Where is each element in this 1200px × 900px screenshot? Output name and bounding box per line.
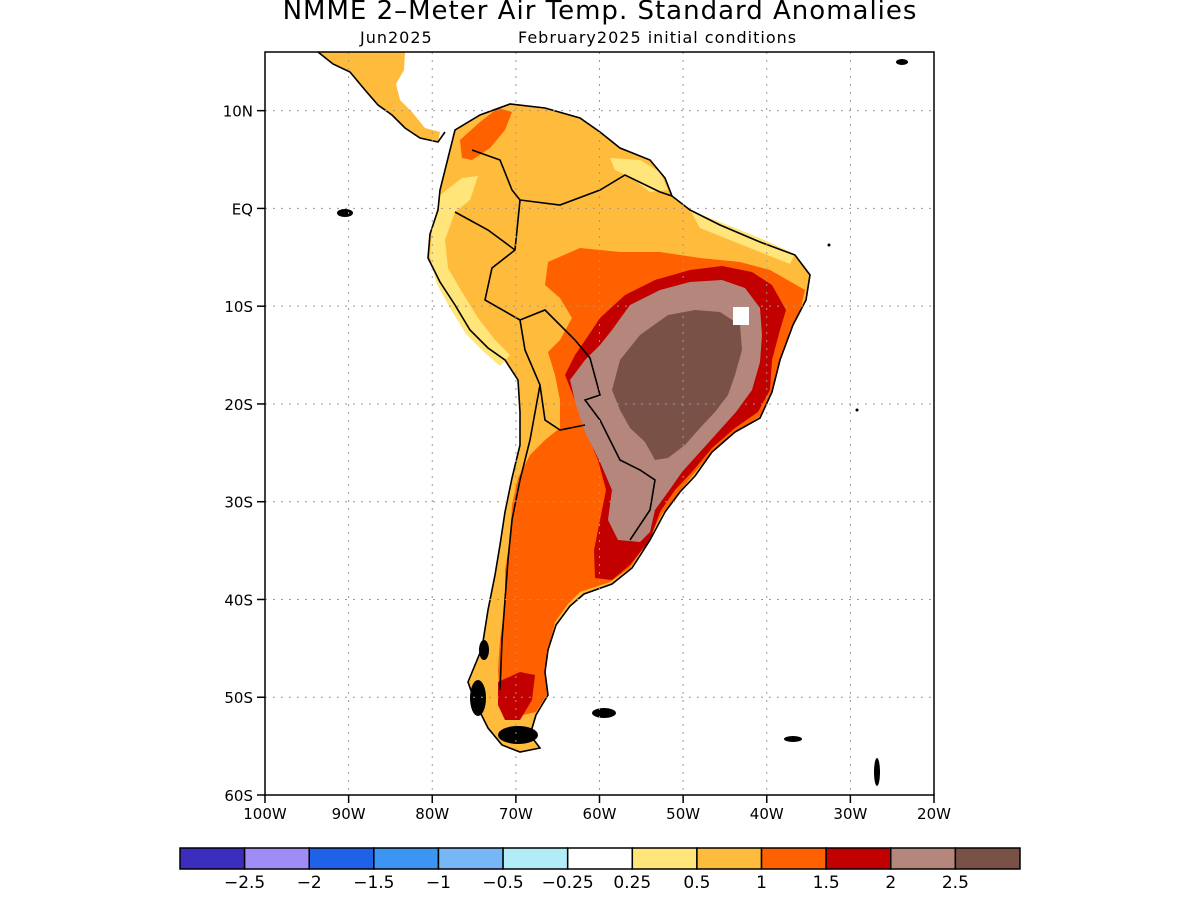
initial-conditions: February2025 initial conditions <box>518 28 798 47</box>
forecast-month: Jun2025 <box>360 28 433 47</box>
lat-tick-label: 10S <box>224 298 253 316</box>
island-falklands <box>592 708 616 718</box>
island-sandwich <box>874 758 880 786</box>
colorbar-swatch <box>631 847 698 870</box>
anomaly-region-patagonia-red <box>498 672 535 720</box>
colorbar-label: 0.25 <box>613 873 651 893</box>
colorbar-label: −2 <box>297 873 322 893</box>
colorbar: −2.5 −2 −1.5 −1 −0.5 −0.25 0.25 0.5 1 1.5 2 2.5 <box>179 847 1021 893</box>
colorbar-swatch <box>760 847 827 870</box>
colorbar-label: −1 <box>426 873 451 893</box>
anomaly-region-neutral-patch <box>733 307 749 325</box>
border-andes <box>499 319 586 691</box>
coastline-central-america <box>317 52 446 143</box>
colorbar-swatch <box>308 847 375 870</box>
colorbar-swatch <box>566 847 634 870</box>
island-trindade <box>855 408 859 412</box>
colorbar-label: −1.5 <box>353 873 394 893</box>
anomaly-region-brown-dark <box>612 310 742 460</box>
colorbar-swatch <box>502 847 569 870</box>
lon-tick-label: 90W <box>332 805 366 823</box>
anomaly-region-guiana-light <box>610 158 668 192</box>
lon-tick-label: 80W <box>415 805 449 823</box>
colorbar-label: −0.5 <box>482 873 523 893</box>
island-fernando <box>827 243 831 247</box>
colorbar-label: 0.5 <box>683 873 710 893</box>
lat-tick-label: 40S <box>224 591 253 609</box>
colorbar-label: 2 <box>885 873 896 893</box>
island-tierra-del-fuego <box>498 726 538 744</box>
island-galapagos <box>337 209 353 217</box>
longitude-axis: 100W 90W 80W 70W 60W 50W 40W 30W 20W <box>243 795 951 823</box>
lat-tick-label: 20S <box>224 396 253 414</box>
colorbar-swatch <box>243 847 310 870</box>
anomaly-region-colombia-orange <box>460 108 512 160</box>
anomaly-region-west-coast-light <box>430 176 510 366</box>
colorbar-swatch <box>437 847 504 870</box>
colorbar-swatch <box>373 847 440 870</box>
lat-tick-label: 60S <box>224 787 253 805</box>
colorbar-swatch <box>696 847 763 870</box>
island-chiloe <box>479 640 489 660</box>
lon-tick-label: 40W <box>750 805 784 823</box>
lon-tick-label: 100W <box>243 805 287 823</box>
colorbar-label: 1.5 <box>813 873 840 893</box>
colorbar-swatch <box>825 847 892 870</box>
latitude-axis: 10N EQ 10S 20S 30S 40S 50S 60S <box>223 103 265 805</box>
border-brazil <box>484 174 673 541</box>
islands <box>337 59 908 786</box>
lon-tick-label: 60W <box>583 805 617 823</box>
colorbar-label: 2.5 <box>942 873 969 893</box>
coastlines <box>317 52 811 753</box>
lon-tick-label: 70W <box>499 805 533 823</box>
lat-tick-label: 10N <box>223 103 253 121</box>
island-cape-verde <box>896 59 908 65</box>
colorbar-swatch <box>890 847 957 870</box>
colorbar-label: −0.25 <box>542 873 594 893</box>
colorbar-label: −2.5 <box>224 873 265 893</box>
lon-tick-label: 20W <box>917 805 951 823</box>
coastline-continent <box>427 103 811 753</box>
anomaly-field <box>318 52 810 752</box>
lon-tick-label: 30W <box>833 805 867 823</box>
colorbar-label: 1 <box>756 873 767 893</box>
colorbar-swatch <box>179 847 246 870</box>
lat-tick-label: 50S <box>224 689 253 707</box>
island-south-georgia <box>784 736 802 742</box>
lat-tick-label: EQ <box>232 200 253 218</box>
lon-tick-label: 50W <box>666 805 700 823</box>
anomaly-region-central-america <box>318 52 440 142</box>
page-title: NMME 2–Meter Air Temp. Standard Anomalie… <box>282 0 918 26</box>
lat-tick-label: 30S <box>224 494 253 512</box>
border-colombia <box>454 149 521 251</box>
colorbar-swatch <box>954 847 1021 870</box>
island-chile-archipelago <box>470 680 486 716</box>
